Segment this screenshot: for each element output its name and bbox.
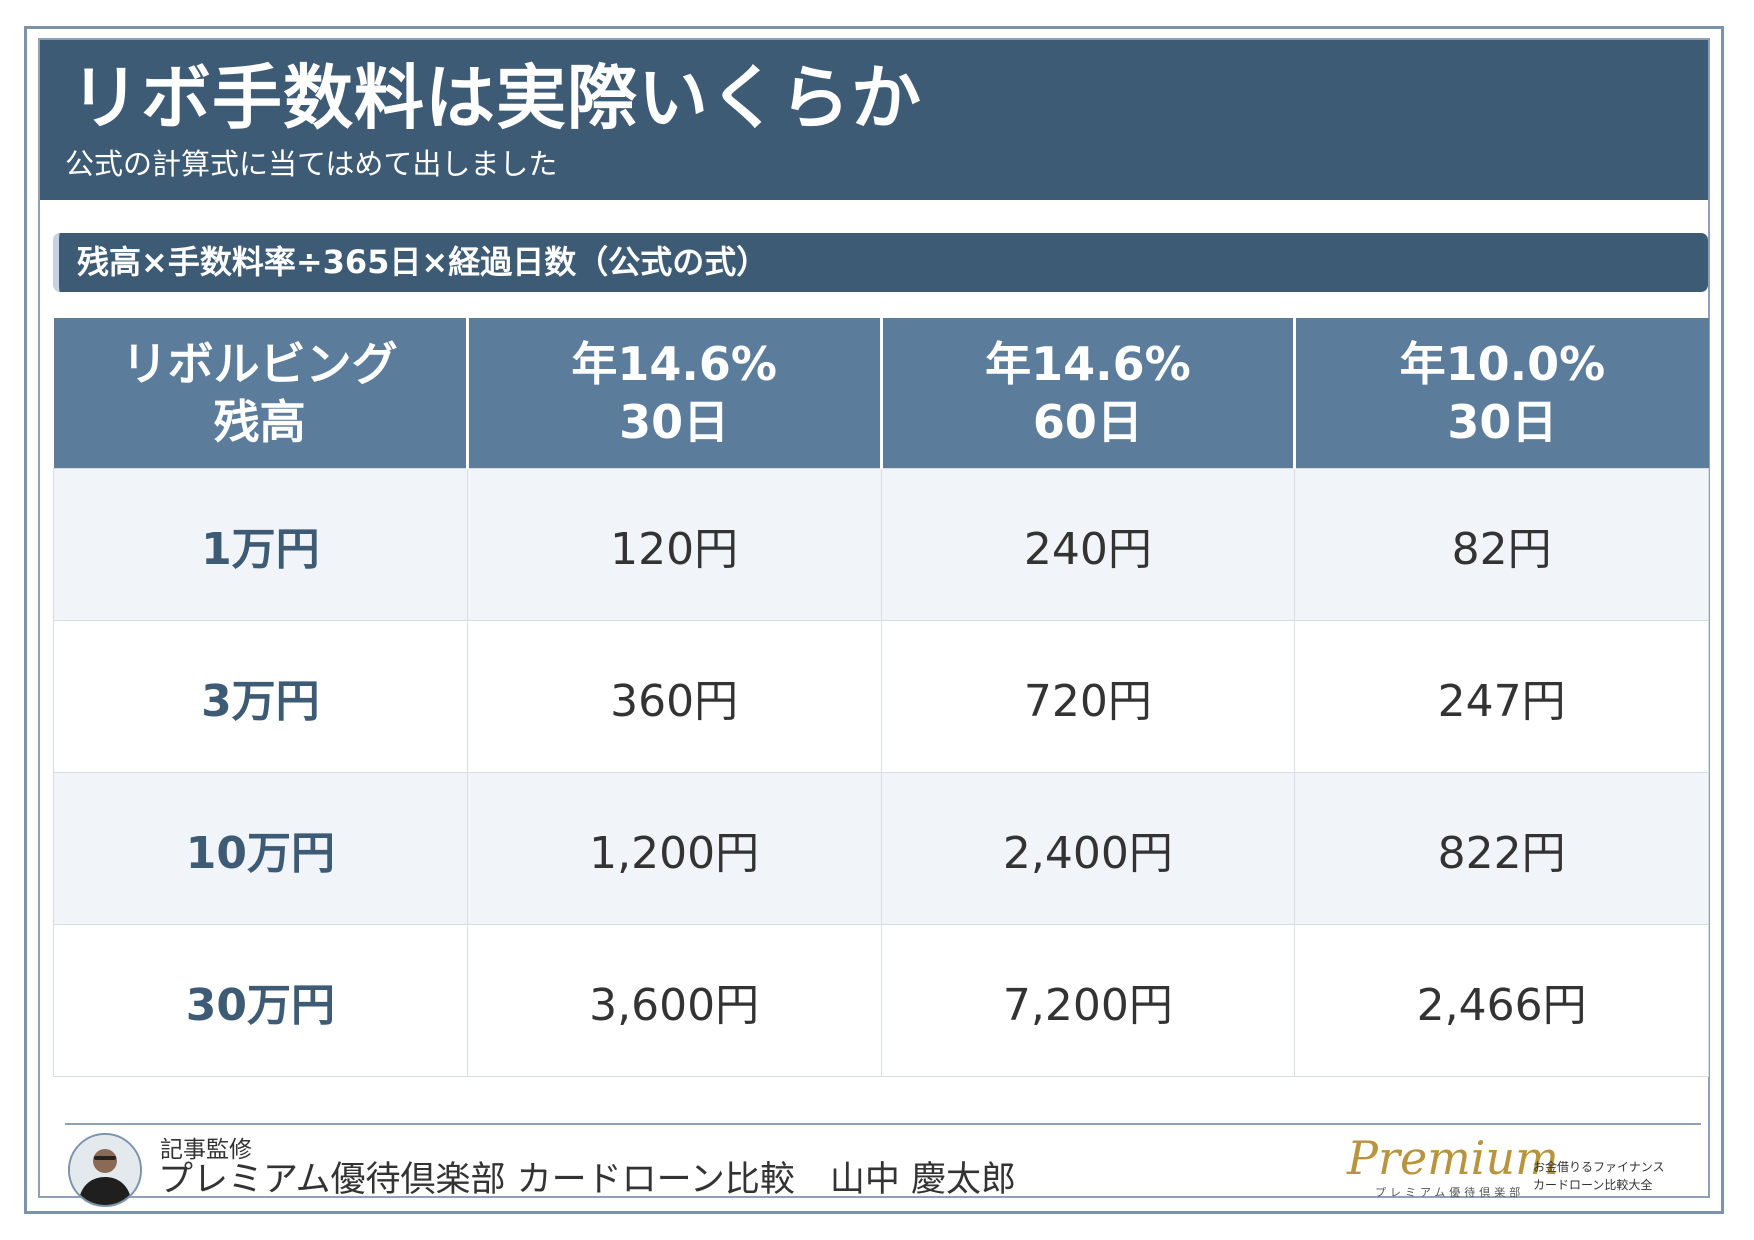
fee-cell: 7,200円 <box>880 924 1296 1077</box>
footer-divider <box>65 1123 1701 1125</box>
fee-cell: 360円 <box>466 620 882 773</box>
logo-kana: プレミアム優待倶楽部 <box>1375 1186 1525 1199</box>
formula-bar: 残高×手数料率÷365日×経過日数（公式の式） <box>53 233 1708 292</box>
page-frame: リボ手数料は実際いくらか 公式の計算式に当てはめて出しました 残高×手数料率÷3… <box>24 26 1724 1214</box>
row-balance: 10万円 <box>53 772 468 925</box>
table-row: 1万円 120円 240円 82円 <box>53 468 1709 621</box>
fee-cell: 1,200円 <box>466 772 882 925</box>
fee-cell: 3,600円 <box>466 924 882 1077</box>
title-banner: リボ手数料は実際いくらか 公式の計算式に当てはめて出しました <box>40 40 1708 200</box>
column-header-rate-2: 年14.6% 60日 <box>881 318 1297 469</box>
person-icon <box>70 1135 140 1205</box>
fee-cell: 720円 <box>880 620 1296 773</box>
row-balance: 1万円 <box>53 468 468 621</box>
table-row: 3万円 360円 720円 247円 <box>53 620 1709 773</box>
table-row: 30万円 3,600円 7,200円 2,466円 <box>53 924 1709 1077</box>
fee-cell: 240円 <box>880 468 1296 621</box>
logo-tagline-1: お金借りるファイナンス <box>1533 1160 1665 1174</box>
table-row: 10万円 1,200円 2,400円 822円 <box>53 772 1709 925</box>
page-subtitle: 公式の計算式に当てはめて出しました <box>65 147 558 181</box>
supervisor-name: プレミアム優待倶楽部 カードローン比較 山中 慶太郎 <box>158 1160 1017 1200</box>
brand-logo: Premium プレミアム優待倶楽部 お金借りるファイナンス カードローン比較大… <box>1345 1128 1705 1216</box>
formula-text: 残高×手数料率÷365日×経過日数（公式の式） <box>77 243 769 281</box>
logo-script: Premium <box>1347 1131 1559 1185</box>
row-balance: 30万円 <box>53 924 468 1077</box>
supervisor-avatar <box>68 1133 142 1207</box>
column-header-rate-3: 年10.0% 30日 <box>1294 318 1709 469</box>
row-balance: 3万円 <box>53 620 468 773</box>
fee-cell: 2,400円 <box>880 772 1296 925</box>
logo-tagline-2: カードローン比較大全 <box>1533 1178 1653 1192</box>
table-header-row: リボルビング 残高 年14.6% 30日 年14.6% 60日 年10.0% 3… <box>53 318 1709 469</box>
page-title: リボ手数料は実際いくらか <box>70 57 922 139</box>
fee-cell: 247円 <box>1294 620 1709 773</box>
column-header-balance: リボルビング 残高 <box>53 318 469 469</box>
fee-cell: 822円 <box>1294 772 1709 925</box>
fee-cell: 2,466円 <box>1294 924 1709 1077</box>
fee-cell: 120円 <box>466 468 882 621</box>
content-panel: リボ手数料は実際いくらか 公式の計算式に当てはめて出しました 残高×手数料率÷3… <box>38 38 1710 1207</box>
fee-table: リボルビング 残高 年14.6% 30日 年14.6% 60日 年10.0% 3… <box>53 318 1709 1077</box>
supervision-label: 記事監修 <box>160 1137 252 1163</box>
fee-cell: 82円 <box>1294 468 1709 621</box>
column-header-rate-1: 年14.6% 30日 <box>467 318 883 469</box>
